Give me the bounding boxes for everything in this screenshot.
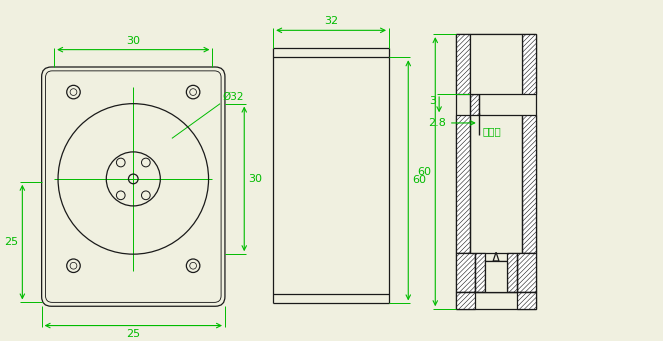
Polygon shape — [457, 34, 470, 94]
Circle shape — [186, 259, 200, 272]
Circle shape — [186, 85, 200, 99]
Polygon shape — [457, 292, 475, 309]
Polygon shape — [457, 253, 475, 292]
Polygon shape — [522, 34, 536, 94]
Circle shape — [141, 191, 151, 199]
Polygon shape — [485, 261, 507, 292]
Polygon shape — [457, 115, 470, 253]
Text: 32: 32 — [324, 16, 338, 27]
Polygon shape — [517, 292, 536, 309]
Text: 30: 30 — [248, 174, 262, 184]
Text: 30: 30 — [126, 36, 141, 46]
Text: 2.8: 2.8 — [428, 118, 446, 128]
Text: 60: 60 — [412, 175, 426, 186]
Polygon shape — [475, 253, 485, 292]
Polygon shape — [475, 253, 485, 292]
Text: 25: 25 — [126, 329, 141, 339]
Circle shape — [117, 191, 125, 199]
Polygon shape — [507, 253, 517, 292]
FancyBboxPatch shape — [42, 67, 225, 306]
Polygon shape — [457, 115, 470, 253]
Circle shape — [67, 259, 80, 272]
Polygon shape — [493, 252, 499, 261]
Polygon shape — [522, 115, 536, 253]
Circle shape — [67, 85, 80, 99]
Polygon shape — [470, 34, 522, 94]
Polygon shape — [507, 253, 517, 292]
Text: 光敏面: 光敏面 — [483, 126, 501, 136]
Polygon shape — [457, 34, 470, 94]
Circle shape — [117, 158, 125, 167]
Polygon shape — [517, 253, 536, 292]
Polygon shape — [522, 115, 536, 253]
Polygon shape — [457, 292, 475, 309]
Polygon shape — [470, 94, 479, 115]
Polygon shape — [517, 292, 536, 309]
Text: Ø32: Ø32 — [222, 92, 243, 102]
Text: 60: 60 — [418, 167, 432, 177]
Polygon shape — [470, 94, 479, 115]
Circle shape — [141, 158, 151, 167]
Text: 3: 3 — [429, 97, 436, 106]
Polygon shape — [457, 253, 475, 292]
Text: 25: 25 — [5, 237, 19, 247]
Polygon shape — [522, 34, 536, 94]
Polygon shape — [517, 253, 536, 292]
